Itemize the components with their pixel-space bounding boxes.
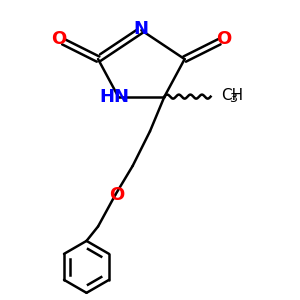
- Text: HN: HN: [99, 88, 129, 106]
- Text: N: N: [134, 20, 149, 38]
- Text: 3: 3: [229, 92, 237, 105]
- Text: O: O: [109, 186, 124, 204]
- Text: O: O: [216, 30, 231, 48]
- Text: CH: CH: [221, 88, 243, 103]
- Text: O: O: [52, 30, 67, 48]
